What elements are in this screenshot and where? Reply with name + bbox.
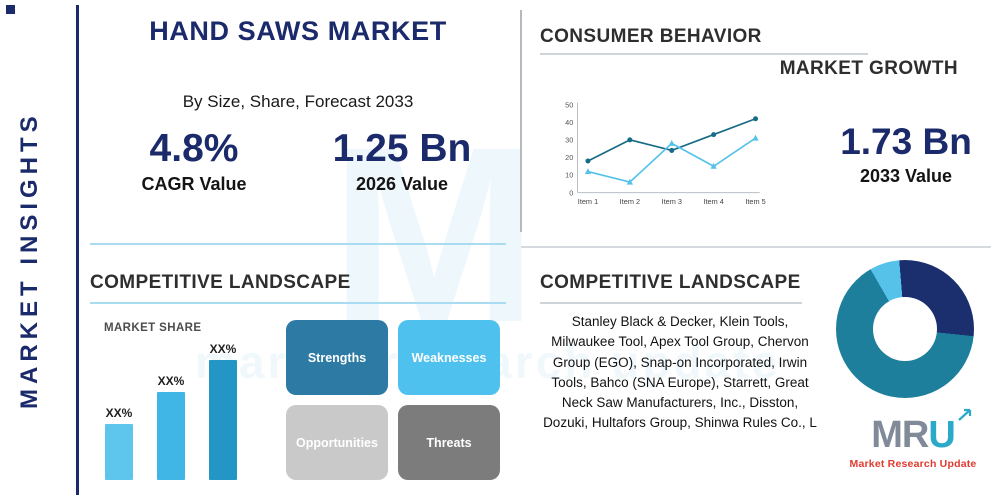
- consumer-behavior-section: CONSUMER BEHAVIOR MARKET GROWTH 0 10 20 30 4…: [538, 0, 990, 243]
- consumer-behavior-underline: [540, 53, 868, 55]
- bar-column: XX%: [208, 342, 238, 480]
- competitive-landscape-left-title: COMPETITIVE LANDSCAPE: [90, 272, 351, 293]
- bar-value-label: XX%: [157, 374, 185, 388]
- watermark-letter: M: [330, 95, 539, 374]
- competitive-landscape-right-title: COMPETITIVE LANDSCAPE: [540, 272, 801, 293]
- stats-row: 4.8% CAGR Value 1.25 Bn 2026 Value: [90, 127, 506, 195]
- market-share-donut-chart: [836, 260, 974, 398]
- value-2026-value: 1.25 Bn: [332, 127, 472, 170]
- bar-value-label: XX%: [105, 406, 133, 420]
- swot-opportunities: Opportunities: [286, 405, 388, 480]
- svg-text:10: 10: [565, 171, 573, 180]
- svg-text:0: 0: [569, 188, 573, 197]
- line-chart-svg: 0 10 20 30 40 50 Item 1 Item 2 Item 3 Item 4 Item …: [565, 100, 766, 206]
- market-share-bar-chart: XX% XX% XX%: [104, 340, 264, 480]
- value-2026-label: 2026 Value: [355, 173, 449, 194]
- market-overview-section: HAND SAWS MARKET By Size, Share, Forecas…: [90, 0, 506, 243]
- svg-text:40: 40: [565, 118, 573, 127]
- value-2033-stat: 1.73 Bn 2033 Value: [826, 121, 986, 187]
- svg-text:Item 1: Item 1: [578, 197, 598, 206]
- bar-column: XX%: [104, 406, 134, 480]
- cagr-label: CAGR Value: [141, 173, 247, 194]
- bar-value-label: XX%: [209, 342, 237, 356]
- svg-text:Item 2: Item 2: [620, 197, 640, 206]
- logo-letter-r: R: [901, 414, 929, 456]
- cagr-value: 4.8%: [149, 127, 239, 170]
- center-vertical-divider: [520, 10, 522, 232]
- value-2033-label: 2033 Value: [859, 165, 953, 186]
- svg-text:20: 20: [565, 153, 573, 162]
- swot-grid: Strengths Weaknesses Opportunities Threats: [286, 320, 500, 480]
- swot-strengths: Strengths: [286, 320, 388, 395]
- value-2026-stat: 1.25 Bn 2026 Value: [298, 127, 506, 195]
- competitive-landscape-left-section: COMPETITIVE LANDSCAPE MARKET SHARE XX% XX…: [90, 258, 506, 500]
- competitive-landscape-right-section: COMPETITIVE LANDSCAPE Stanley Black & De…: [538, 258, 990, 500]
- market-growth-title: MARKET GROWTH: [779, 58, 958, 79]
- value-2033-value: 1.73 Bn: [840, 121, 972, 162]
- corner-accent-square: [6, 5, 15, 14]
- mru-logo-tagline: Market Research Update: [849, 458, 977, 470]
- bar: [157, 392, 185, 480]
- horizontal-divider-right: [521, 246, 991, 248]
- svg-text:Item 3: Item 3: [662, 197, 682, 206]
- swot-weaknesses: Weaknesses: [398, 320, 500, 395]
- page-subtitle: By Size, Share, Forecast 2033: [182, 92, 414, 111]
- page-title: HAND SAWS MARKET: [149, 16, 447, 46]
- competitive-landscape-left-underline: [90, 302, 506, 304]
- cagr-stat: 4.8% CAGR Value: [90, 127, 298, 195]
- growth-arrow-icon: [958, 408, 972, 421]
- svg-text:50: 50: [565, 100, 573, 109]
- companies-list: Stanley Black & Decker, Klein Tools, Mil…: [543, 314, 817, 431]
- svg-text:Item 4: Item 4: [703, 197, 723, 206]
- logo-letter-u: U: [928, 414, 955, 456]
- market-share-title: MARKET SHARE: [104, 322, 202, 334]
- bar-column: XX%: [156, 374, 186, 480]
- swot-threats: Threats: [398, 405, 500, 480]
- line-chart: 0 10 20 30 40 50 Item 1 Item 2 Item 3 Item 4 Item …: [544, 98, 766, 219]
- sidebar-vertical-rule: [76, 5, 79, 495]
- donut-hole: [873, 297, 937, 361]
- horizontal-divider-left: [90, 243, 506, 245]
- svg-text:30: 30: [565, 135, 573, 144]
- bar: [105, 424, 133, 480]
- consumer-behavior-title: CONSUMER BEHAVIOR: [540, 26, 762, 47]
- logo-letter-m: M: [871, 414, 903, 456]
- svg-text:Item 5: Item 5: [745, 197, 765, 206]
- bar: [209, 360, 237, 480]
- competitive-landscape-right-underline: [540, 302, 802, 304]
- sidebar-title: MARKET INSIGHTS: [16, 111, 43, 410]
